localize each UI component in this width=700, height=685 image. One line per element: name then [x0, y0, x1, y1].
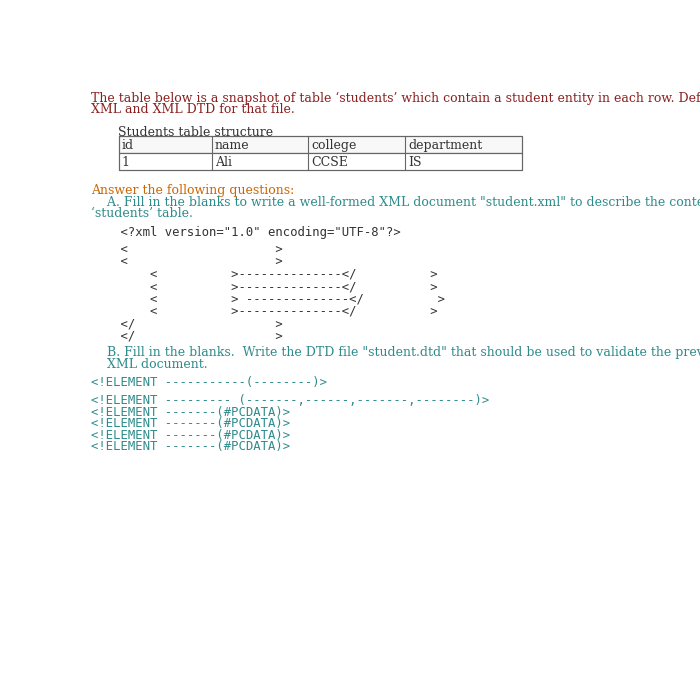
Text: <                    >: < > [92, 243, 283, 256]
Text: name: name [215, 139, 249, 152]
Text: <!ELEMENT -------(#PCDATA)>: <!ELEMENT -------(#PCDATA)> [92, 406, 290, 419]
Text: XML and XML DTD for that file.: XML and XML DTD for that file. [92, 103, 295, 116]
Text: <          > --------------</          >: < > --------------</ > [92, 292, 445, 306]
Text: <?xml version="1.0" encoding="UTF-8"?>: <?xml version="1.0" encoding="UTF-8"?> [92, 226, 401, 239]
Text: <!ELEMENT -------(#PCDATA)>: <!ELEMENT -------(#PCDATA)> [92, 429, 290, 442]
Text: <!ELEMENT -----------(--------)>: <!ELEMENT -----------(--------)> [92, 375, 328, 388]
Text: <!ELEMENT -------(#PCDATA)>: <!ELEMENT -------(#PCDATA)> [92, 417, 290, 430]
Text: <!ELEMENT --------- (-------,------,-------,--------)>: <!ELEMENT --------- (-------,------,----… [92, 394, 489, 407]
Text: The table below is a snapshot of table ‘students’ which contain a student entity: The table below is a snapshot of table ‘… [92, 91, 700, 105]
Text: IS: IS [408, 156, 422, 169]
Text: XML document.: XML document. [92, 358, 208, 371]
Text: A. Fill in the blanks to write a well-formed XML document "student.xml" to descr: A. Fill in the blanks to write a well-fo… [92, 196, 700, 209]
Text: <          >--------------</          >: < >--------------</ > [92, 280, 438, 293]
Text: Students table structure: Students table structure [118, 126, 274, 139]
Text: ‘students’ table.: ‘students’ table. [92, 207, 193, 220]
Text: <          >--------------</          >: < >--------------</ > [92, 305, 438, 318]
Bar [118, 136, 522, 170]
Text: CCSE: CCSE [312, 156, 349, 169]
Bar [118, 136, 522, 153]
Text: <!ELEMENT -------(#PCDATA)>: <!ELEMENT -------(#PCDATA)> [92, 440, 290, 453]
Bar [118, 153, 522, 170]
Text: B. Fill in the blanks.  Write the DTD file "student.dtd" that should be used to : B. Fill in the blanks. Write the DTD fil… [92, 347, 700, 360]
Text: Ali: Ali [215, 156, 232, 169]
Text: college: college [312, 139, 357, 152]
Text: id: id [122, 139, 134, 152]
Text: <                    >: < > [92, 256, 283, 269]
Text: department: department [408, 139, 482, 152]
Text: </                   >: </ > [92, 329, 283, 342]
Text: <          >--------------</          >: < >--------------</ > [92, 268, 438, 281]
Text: Answer the following questions:: Answer the following questions: [92, 184, 295, 197]
Text: 1: 1 [122, 156, 130, 169]
Text: </                   >: </ > [92, 317, 283, 330]
